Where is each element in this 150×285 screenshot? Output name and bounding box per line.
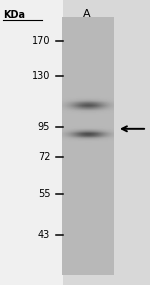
Bar <box>0 0 63 285</box>
Text: 55: 55 <box>38 189 50 199</box>
Text: 130: 130 <box>32 70 50 81</box>
Text: KDa: KDa <box>3 10 25 20</box>
Text: 72: 72 <box>38 152 50 162</box>
Bar <box>62 17 114 275</box>
Text: 95: 95 <box>38 122 50 132</box>
Text: A: A <box>82 9 90 19</box>
Text: 43: 43 <box>38 230 50 240</box>
Text: 170: 170 <box>32 36 50 46</box>
